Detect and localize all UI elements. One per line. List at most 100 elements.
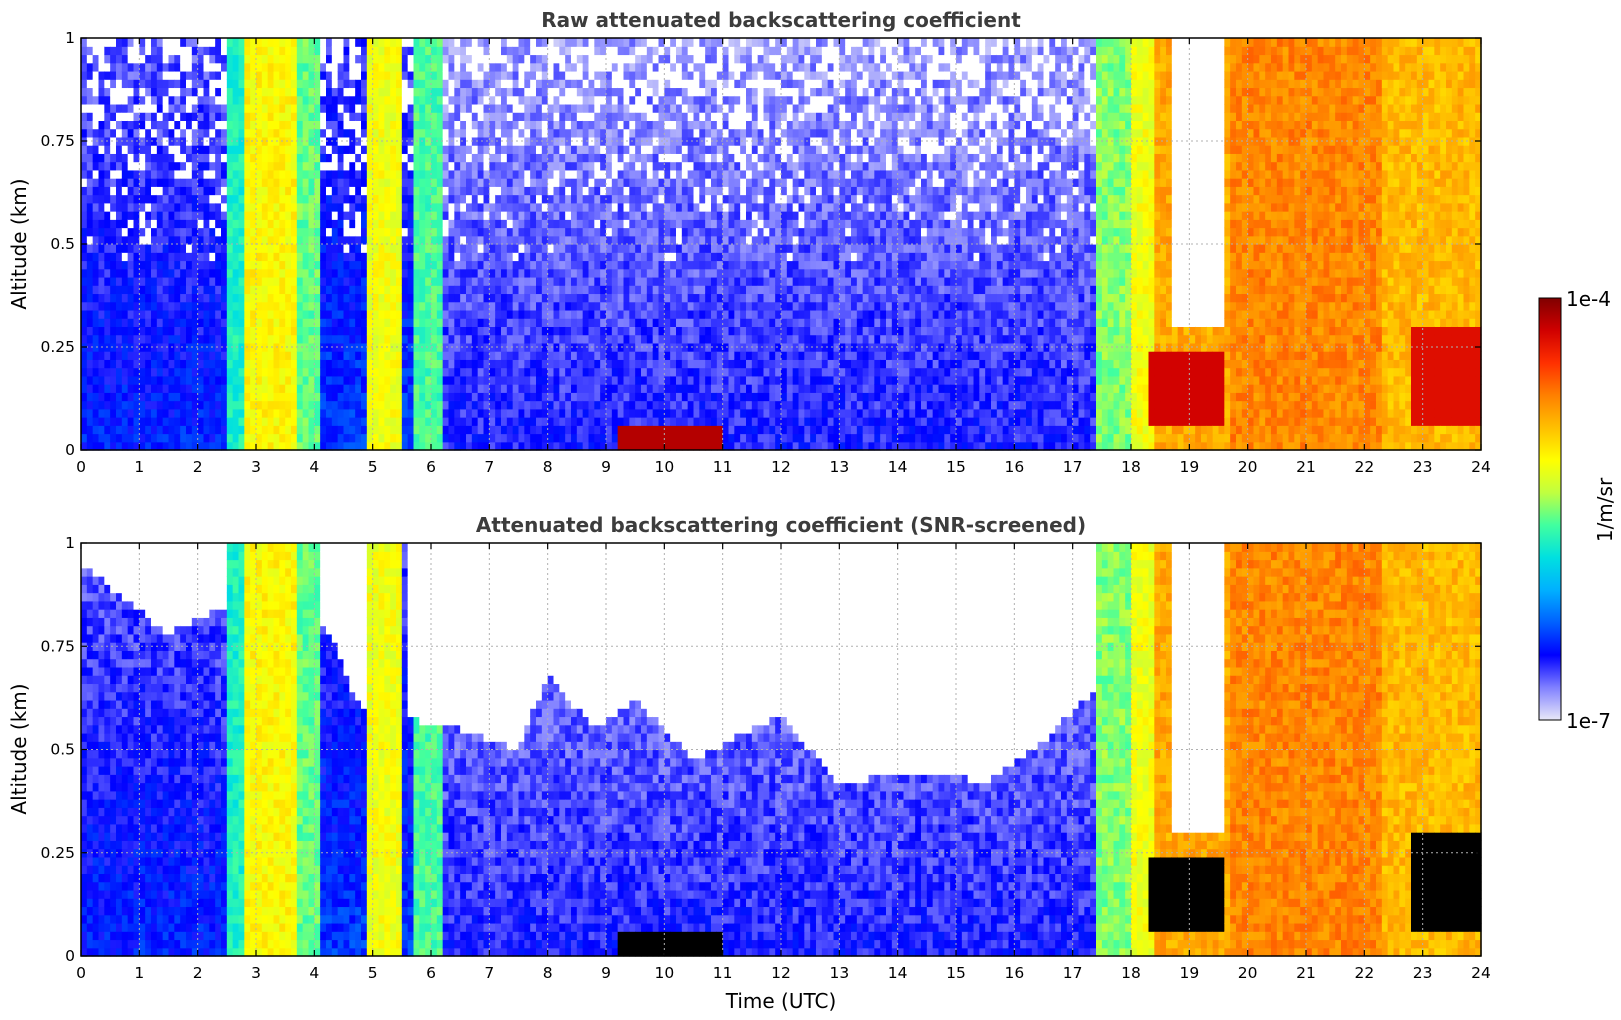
heatmap-cell	[156, 276, 164, 286]
heatmap-cell	[606, 219, 613, 229]
heatmap-cell	[361, 103, 368, 113]
heatmap-cell	[238, 351, 245, 360]
heatmap-cell	[203, 392, 210, 402]
heatmap-cell	[127, 260, 135, 270]
heatmap-cell	[390, 46, 397, 56]
heatmap-cell	[250, 145, 257, 154]
heatmap-cell	[547, 342, 555, 352]
heatmap-cell	[518, 417, 525, 426]
heatmap-cell	[273, 79, 280, 89]
heatmap-cell	[431, 95, 438, 105]
heatmap-cell	[261, 293, 269, 303]
heatmap-cell	[145, 441, 152, 451]
heatmap-cell	[641, 441, 648, 451]
heatmap-cell	[559, 252, 566, 262]
heatmap-cell	[501, 309, 508, 319]
heatmap-cell	[226, 433, 234, 443]
heatmap-cell	[221, 276, 228, 286]
heatmap-cell	[553, 441, 560, 451]
heatmap-cell	[466, 70, 473, 80]
heatmap-cell	[384, 392, 391, 402]
heatmap-cell	[116, 54, 123, 64]
heatmap-cell	[530, 112, 537, 121]
heatmap-cell	[576, 145, 584, 154]
heatmap-cell	[116, 227, 123, 237]
heatmap-cell	[652, 244, 660, 253]
heatmap-cell	[483, 54, 490, 64]
heatmap-cell	[162, 301, 170, 311]
heatmap-cell	[378, 120, 385, 130]
heatmap-cell	[203, 103, 210, 113]
heatmap-cell	[238, 384, 245, 393]
heatmap-cell	[291, 219, 298, 229]
heatmap-cell	[401, 186, 409, 196]
heatmap-cell	[256, 169, 263, 179]
heatmap-cell	[232, 334, 240, 344]
heatmap-cell	[495, 392, 502, 402]
heatmap-cell	[215, 285, 222, 295]
heatmap-cell	[197, 103, 205, 113]
heatmap-cell	[296, 169, 304, 179]
heatmap-cell	[466, 136, 473, 146]
heatmap-cell	[407, 359, 415, 369]
heatmap-cell	[81, 38, 88, 47]
heatmap-cell	[652, 153, 660, 163]
heatmap-cell	[302, 359, 310, 369]
heatmap-cell	[191, 62, 199, 72]
heatmap-cell	[104, 87, 111, 97]
heatmap-cell	[104, 178, 111, 187]
heatmap-cell	[571, 425, 578, 435]
heatmap-cell	[582, 392, 590, 402]
heatmap-cell	[232, 260, 240, 270]
heatmap-cell	[652, 145, 660, 154]
heatmap-cell	[174, 425, 181, 435]
heatmap-cell	[256, 219, 263, 229]
heatmap-cell	[536, 46, 543, 56]
heatmap-cell	[419, 408, 426, 418]
heatmap-cell	[448, 62, 455, 72]
heatmap-cell	[524, 260, 531, 270]
heatmap-cell	[320, 211, 327, 220]
heatmap-cell	[617, 285, 625, 295]
heatmap-cell	[98, 112, 105, 121]
heatmap-cell	[285, 285, 292, 295]
heatmap-cell	[652, 169, 660, 179]
heatmap-cell	[343, 62, 350, 72]
heatmap-cell	[267, 161, 275, 171]
heatmap-cell	[606, 260, 613, 270]
heatmap-cell	[186, 301, 193, 311]
heatmap-cell	[495, 318, 502, 327]
heatmap-cell	[291, 417, 298, 426]
heatmap-cell	[635, 318, 642, 327]
heatmap-cell	[291, 351, 298, 360]
heatmap-cell	[600, 70, 607, 80]
heatmap-cell	[413, 153, 420, 163]
heatmap-cell	[267, 301, 275, 311]
heatmap-cell	[302, 392, 310, 402]
heatmap-cell	[156, 112, 164, 121]
heatmap-cell	[209, 425, 216, 435]
heatmap-cell	[308, 326, 315, 336]
heatmap-cell	[343, 441, 350, 451]
heatmap-cell	[536, 334, 543, 344]
heatmap-cell	[518, 334, 525, 344]
heatmap-cell	[191, 400, 199, 410]
heatmap-cell	[407, 408, 415, 418]
heatmap-cell	[349, 112, 356, 121]
heatmap-cell	[203, 95, 210, 105]
heatmap-cell	[396, 145, 403, 154]
heatmap-cell	[366, 211, 374, 220]
heatmap-cell	[431, 120, 438, 130]
heatmap-cell	[384, 334, 391, 344]
heatmap-cell	[460, 153, 467, 163]
heatmap-cell	[261, 211, 269, 220]
heatmap-cell	[162, 309, 170, 319]
heatmap-cell	[86, 211, 94, 220]
heatmap-cell	[419, 103, 426, 113]
heatmap-cell	[611, 351, 619, 360]
heatmap-cell	[320, 79, 327, 89]
heatmap-cell	[501, 285, 508, 295]
heatmap-cell	[611, 103, 619, 113]
heatmap-cell	[582, 326, 590, 336]
heatmap-cell	[501, 301, 508, 311]
